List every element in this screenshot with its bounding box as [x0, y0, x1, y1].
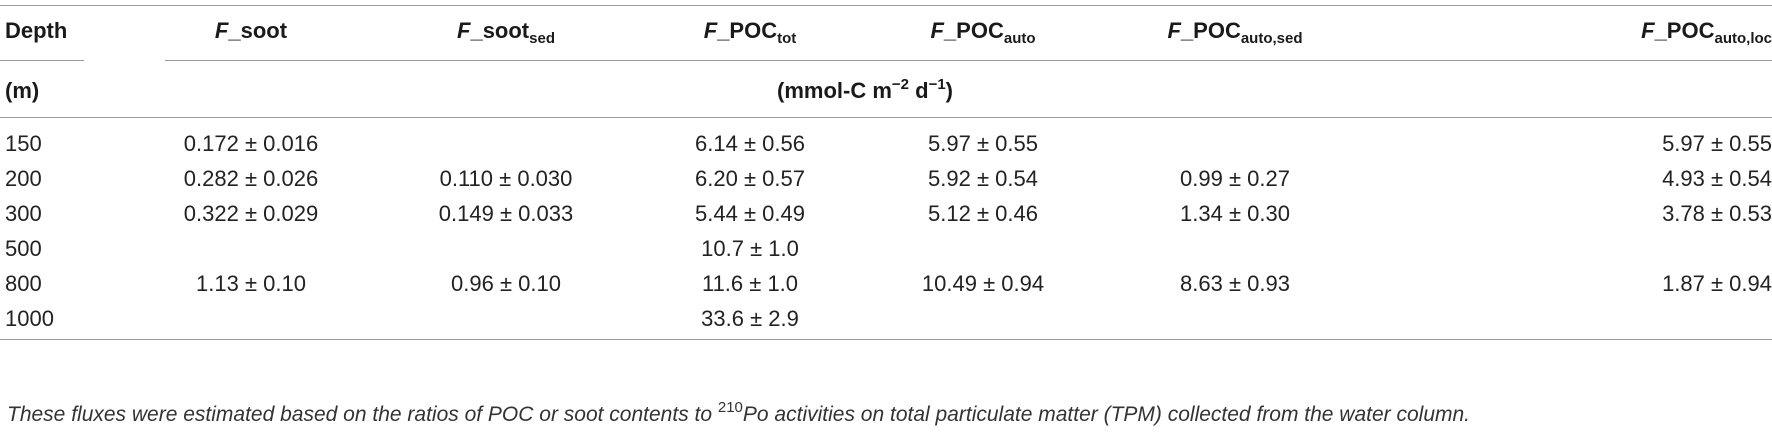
- col-header-f-poc-auto: F_POCauto: [930, 18, 1036, 47]
- cell-f-poc-auto: 10.49 ± 0.94: [921, 271, 1045, 296]
- cell-depth: 800: [5, 271, 42, 296]
- cell-f-poc-tot: 33.6 ± 2.9: [701, 306, 799, 331]
- header-subscript: auto: [1003, 30, 1036, 47]
- footnote-pre: These fluxes were estimated based on the…: [7, 403, 718, 426]
- header-bottom-rule: [0, 117, 1772, 118]
- cell-f-soot: 0.282 ± 0.026: [183, 166, 319, 191]
- flux-unit-mid: d: [909, 78, 929, 103]
- header-main: _soot: [228, 18, 288, 43]
- cell-f-soot: 0.322 ± 0.029: [183, 201, 319, 226]
- cell-f-poc-auto: 5.12 ± 0.46: [928, 201, 1038, 226]
- col-header-depth: Depth: [5, 18, 67, 44]
- flux-unit-pre: (mmol-C m: [777, 78, 892, 103]
- cell-f-poc-auto-sed: 0.99 ± 0.27: [1180, 166, 1290, 191]
- cell-f-poc-auto: 5.92 ± 0.54: [928, 166, 1038, 191]
- cell-f-poc-tot: 6.14 ± 0.56: [695, 131, 805, 156]
- cell-f-soot: 1.13 ± 0.10: [196, 271, 306, 296]
- depth-unit-text: (m): [5, 78, 40, 103]
- cell-f-soot-sed: 0.96 ± 0.10: [451, 271, 561, 296]
- cell-f-poc-auto-sed: 8.63 ± 0.93: [1180, 271, 1290, 296]
- f-symbol: F: [457, 18, 471, 43]
- cell-f-poc-auto-loc: 1.87 ± 0.94: [1662, 271, 1772, 296]
- header-main: _POC: [1180, 18, 1241, 43]
- cell-f-soot-sed: 0.110 ± 0.030: [439, 166, 573, 191]
- cell-f-soot: 0.172 ± 0.016: [183, 131, 319, 156]
- cell-f-poc-tot: 5.44 ± 0.49: [695, 201, 805, 226]
- f-symbol: F: [1641, 18, 1655, 43]
- depth-underline: [0, 60, 84, 61]
- cell-depth: 200: [5, 166, 42, 191]
- header-main: _soot: [470, 18, 530, 43]
- f-symbol: F: [930, 18, 944, 43]
- col-header-f-soot-sed: F_sootsed: [457, 18, 555, 47]
- col-header-f-poc-auto-loc: F_POCauto,loc: [1641, 18, 1772, 47]
- header-main: _POC: [943, 18, 1004, 43]
- cell-f-poc-tot: 11.6 ± 1.0: [701, 271, 799, 296]
- cell-f-poc-tot: 10.7 ± 1.0: [701, 236, 799, 261]
- col-header-f-soot: F_soot: [215, 18, 287, 44]
- table-footnote: These fluxes were estimated based on the…: [7, 400, 1471, 427]
- depth-unit: (m): [5, 78, 39, 104]
- cell-depth: 150: [5, 131, 42, 156]
- col-header-f-poc-tot: F_POCtot: [703, 18, 797, 47]
- cell-f-poc-tot: 6.20 ± 0.57: [695, 166, 805, 191]
- flux-columns-underline: [165, 60, 1772, 61]
- f-symbol: F: [214, 18, 229, 43]
- header-subscript: sed: [529, 30, 555, 47]
- cell-f-poc-auto-loc: 3.78 ± 0.53: [1662, 201, 1772, 226]
- cell-f-poc-auto-sed: 1.34 ± 0.30: [1180, 201, 1290, 226]
- top-rule: [0, 5, 1772, 6]
- header-main: _POC: [717, 18, 778, 43]
- col-header-f-poc-auto-sed: F_POCauto,sed: [1167, 18, 1303, 47]
- cell-f-poc-auto-loc: 5.97 ± 0.55: [1662, 131, 1772, 156]
- table-bottom-rule: [0, 339, 1772, 340]
- cell-depth: 1000: [5, 306, 54, 331]
- flux-unit: (mmol-C m−2 d−1): [777, 76, 953, 104]
- f-symbol: F: [703, 18, 718, 43]
- footnote-superscript: 210: [717, 399, 743, 416]
- cell-depth: 500: [5, 236, 42, 261]
- flux-unit-post: ): [945, 78, 953, 103]
- header-subscript: auto,loc: [1714, 30, 1772, 47]
- f-symbol: F: [1167, 18, 1181, 43]
- footnote-post: Po activities on total particulate matte…: [742, 403, 1471, 426]
- flux-unit-exp1: −2: [891, 76, 909, 93]
- cell-f-poc-auto: 5.97 ± 0.55: [928, 131, 1038, 156]
- flux-unit-exp2: −1: [928, 76, 946, 93]
- header-main: _POC: [1654, 18, 1715, 43]
- header-subscript: tot: [777, 30, 797, 47]
- header-subscript: auto,sed: [1240, 30, 1303, 47]
- col-header-depth-text: Depth: [5, 18, 68, 43]
- cell-f-poc-auto-loc: 4.93 ± 0.54: [1662, 166, 1772, 191]
- cell-depth: 300: [5, 201, 42, 226]
- cell-f-soot-sed: 0.149 ± 0.033: [438, 201, 574, 226]
